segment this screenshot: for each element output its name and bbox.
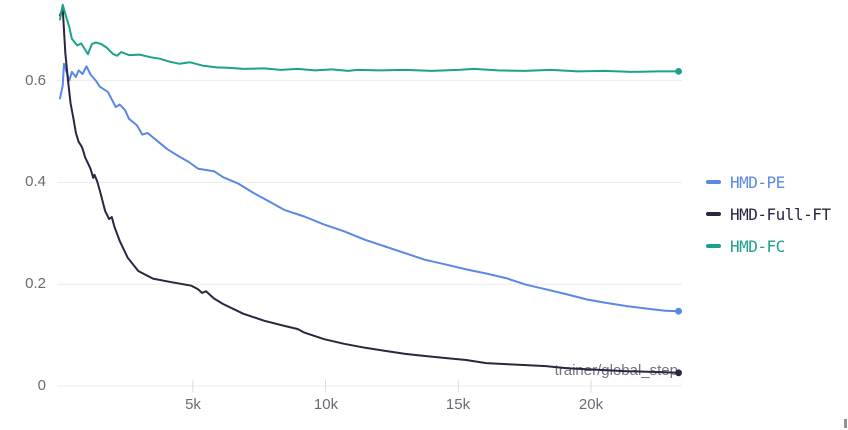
y-tick-label: 0.2	[25, 275, 46, 292]
y-tick-label: 0.6	[25, 72, 46, 89]
series-endpoint-HMD-Full-FT	[675, 369, 682, 377]
legend-item-hmd-full-ft[interactable]: HMD-Full-FT	[706, 198, 831, 230]
x-tick-label: 20k	[578, 396, 604, 413]
series-line-HMD-Full-FT	[59, 7, 680, 374]
legend-swatch-icon	[706, 212, 721, 216]
y-tick-label: 0.4	[25, 173, 46, 190]
x-tick-label: 10k	[313, 396, 339, 413]
corner-resize-mark	[844, 419, 847, 428]
series-endpoint-HMD-FC	[675, 68, 682, 75]
legend: HMD-PE HMD-Full-FT HMD-FC	[706, 166, 831, 262]
series-endpoint-HMD-PE	[675, 307, 682, 315]
x-tick-label: 5k	[185, 396, 201, 413]
legend-label: HMD-PE	[730, 172, 785, 192]
legend-label: HMD-Full-FT	[730, 204, 831, 224]
x-tick-label: 15k	[445, 396, 471, 413]
legend-swatch-icon	[706, 244, 721, 248]
y-tick-label: 0	[37, 377, 46, 394]
legend-swatch-icon	[706, 180, 721, 184]
legend-item-hmd-pe[interactable]: HMD-PE	[706, 166, 830, 198]
series-line-HMD-FC	[59, 3, 680, 73]
legend-label: HMD-FC	[730, 236, 785, 256]
series-line-HMD-PE	[59, 62, 680, 313]
legend-item-hmd-fc[interactable]: HMD-FC	[706, 230, 830, 262]
